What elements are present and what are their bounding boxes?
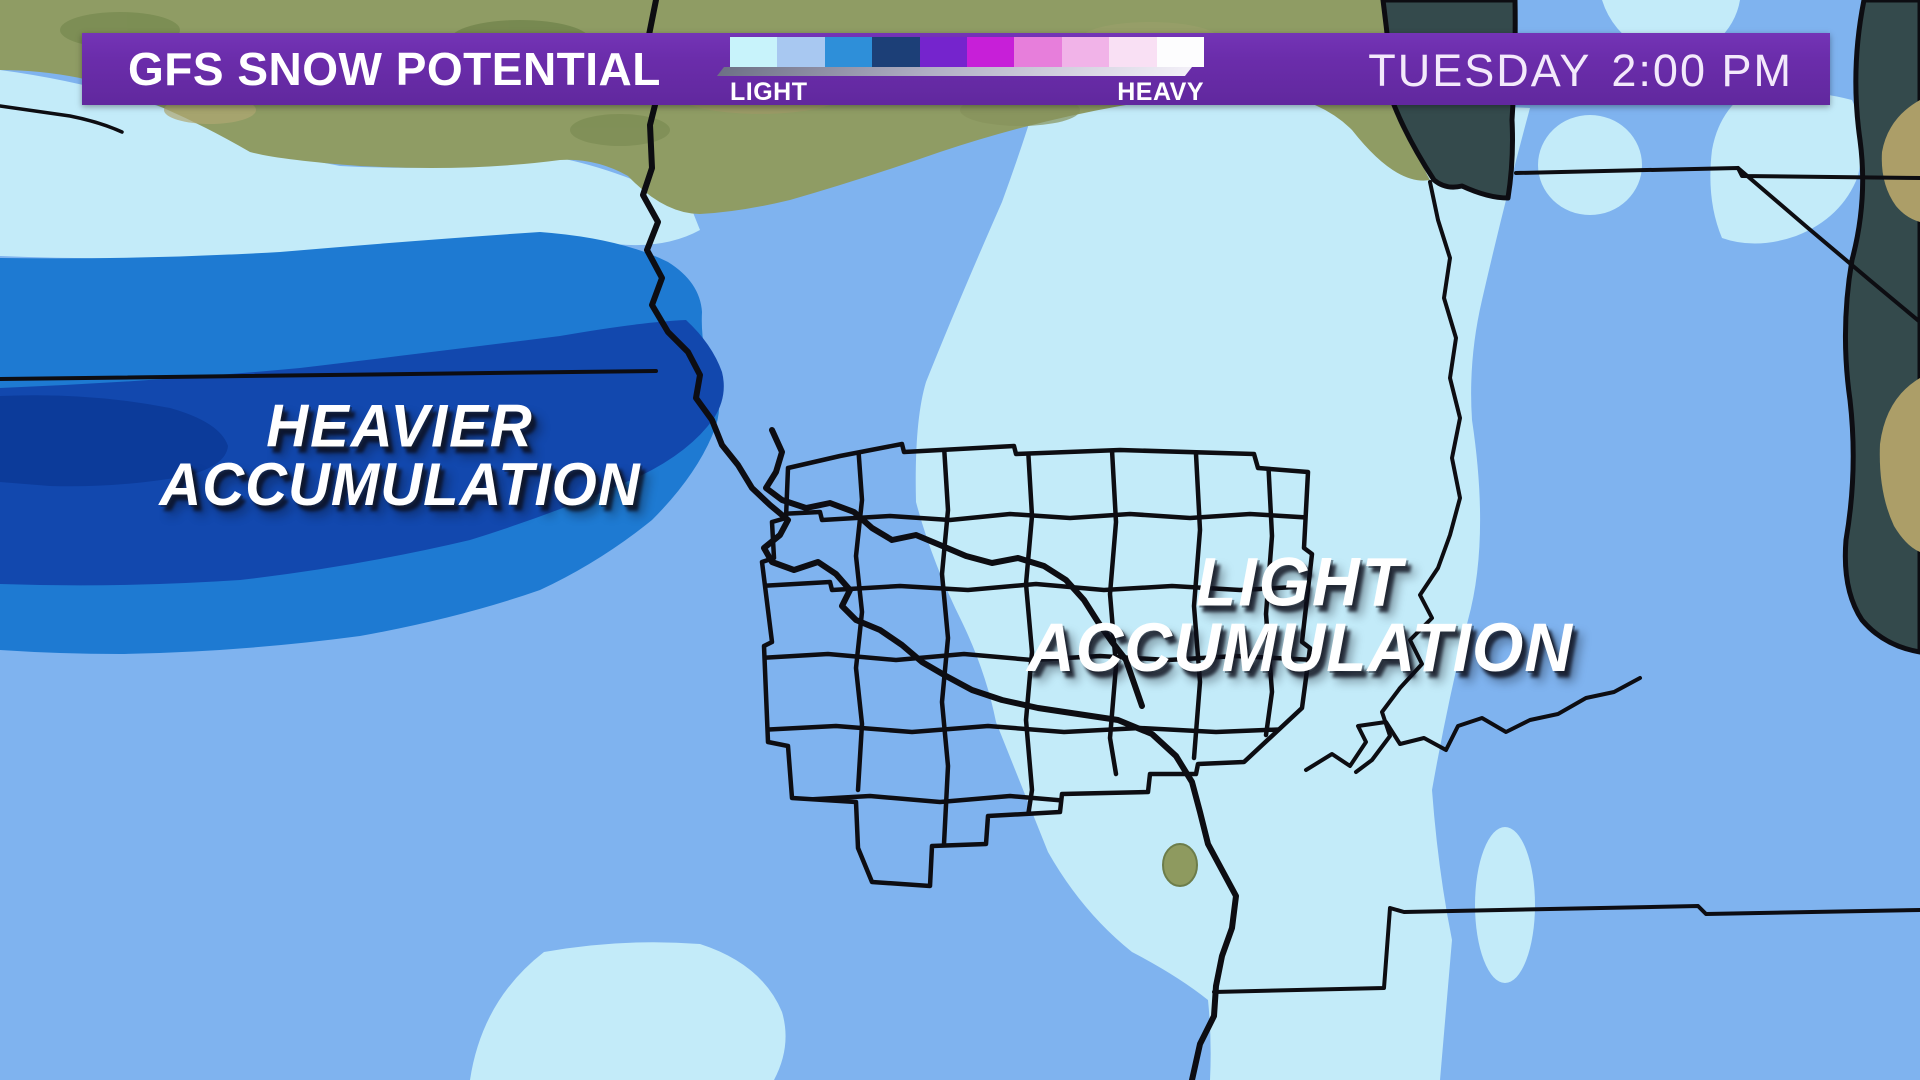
- timestamp-time: 2:00 PM: [1611, 45, 1793, 96]
- legend-label-heavy: HEAVY: [1117, 78, 1204, 106]
- timestamp: TUESDAY 2:00 PM: [1368, 45, 1793, 97]
- legend-color-segment: [1156, 37, 1205, 67]
- legend-gradient-bar: [730, 37, 1205, 67]
- legend-labels: LIGHT HEAVY: [730, 78, 1204, 107]
- terrain-island: [1162, 843, 1198, 887]
- snow-layer-heavy: [0, 320, 724, 586]
- label-line: HEAVIER: [266, 392, 534, 461]
- mississippi-river: [640, 0, 1239, 1080]
- legend-bevel: [716, 67, 1192, 76]
- label-line: LIGHT: [1196, 543, 1404, 621]
- legend-color-segment: [777, 37, 825, 67]
- legend-color-segment: [1014, 37, 1062, 67]
- river-borders: [1304, 180, 1642, 774]
- missouri-river: [763, 427, 1145, 709]
- snow-layer-heaviest: [0, 395, 228, 487]
- legend-color-segment: [967, 37, 1015, 67]
- lake-huron-shore: [1842, 0, 1920, 655]
- legend-label-light: LIGHT: [730, 78, 808, 106]
- page-title: GFS SNOW POTENTIAL: [128, 43, 661, 95]
- header-bar: GFS SNOW POTENTIAL LIGHT HEAVY TUESDAY 2:…: [82, 33, 1830, 107]
- legend-color-segment: [872, 37, 920, 67]
- map-label-heavier-accumulation: HEAVIER ACCUMULATION: [30, 392, 770, 519]
- label-line: ACCUMULATION: [159, 450, 641, 519]
- legend-color-segment: [824, 37, 873, 67]
- legend-color-segment: [730, 37, 778, 67]
- legend-color-segment: [1061, 37, 1110, 67]
- label-line: ACCUMULATION: [1026, 609, 1574, 687]
- legend-color-segment: [1109, 37, 1157, 67]
- snow-scale-legend: LIGHT HEAVY: [716, 37, 1205, 107]
- timestamp-day: TUESDAY: [1368, 45, 1592, 96]
- map-label-light-accumulation: LIGHT ACCUMULATION: [920, 543, 1680, 687]
- state-borders: [0, 104, 1920, 994]
- legend-color-segment: [919, 37, 968, 67]
